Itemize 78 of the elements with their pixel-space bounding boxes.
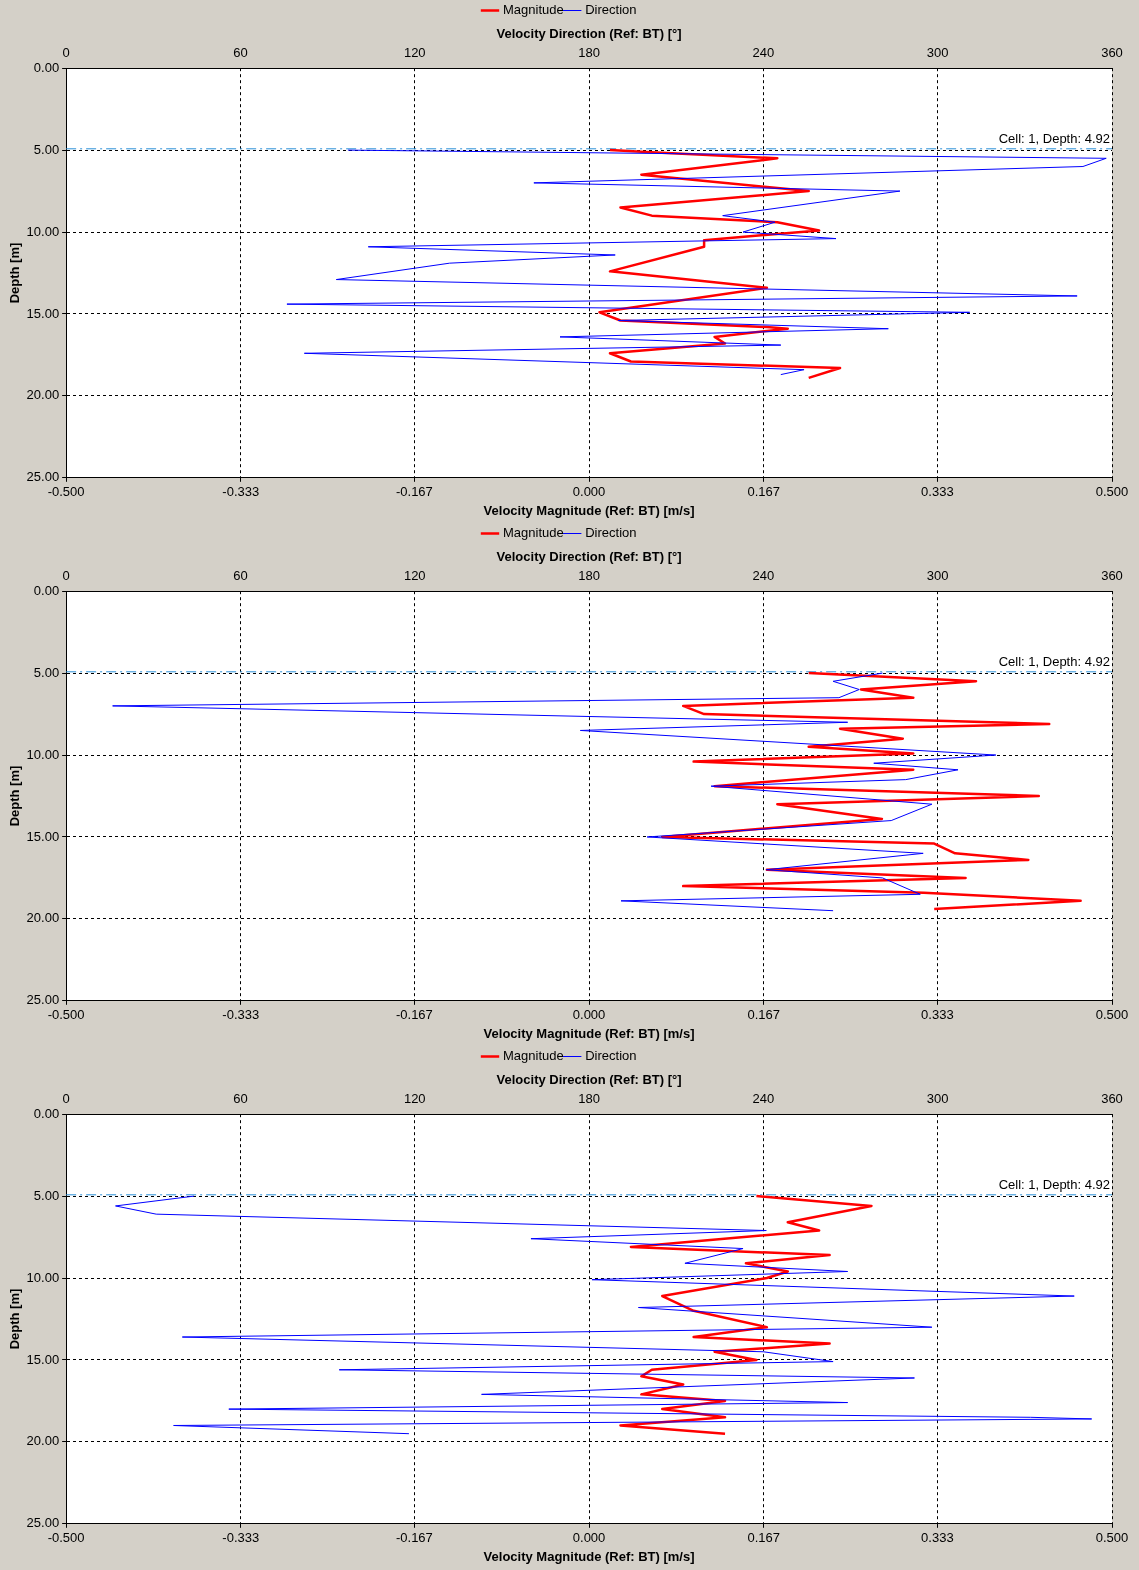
- x2-axis-title: Velocity Direction (Ref: BT) [°]: [496, 26, 682, 42]
- x2-tick-label: 300: [926, 44, 949, 60]
- y-tick-label: 15.00: [26, 305, 60, 321]
- y-tick-label: 25.00: [26, 469, 60, 485]
- x-tick-label: -0.333: [222, 1530, 260, 1546]
- x2-tick-label: 300: [926, 1090, 949, 1106]
- x2-tick-label: 180: [578, 1090, 600, 1106]
- x-tick-label: -0.333: [222, 1007, 260, 1023]
- x-axis-title: Velocity Magnitude (Ref: BT) [m/s]: [483, 502, 695, 518]
- x2-tick-label: 120: [403, 567, 426, 583]
- x2-tick-label: 0: [62, 44, 70, 60]
- y-tick-label: 10.00: [26, 223, 60, 239]
- x-tick-label: -0.500: [47, 1007, 85, 1023]
- x-tick-label: 0.000: [572, 1007, 606, 1023]
- x-axis-title: Velocity Magnitude (Ref: BT) [m/s]: [483, 1548, 695, 1564]
- y-axis-title: Depth [m]: [7, 242, 23, 304]
- y-tick-label: 25.00: [26, 992, 60, 1008]
- x2-tick-label: 0: [62, 1090, 70, 1106]
- x2-tick-label: 180: [578, 44, 600, 60]
- ref-line-label: Cell: 1, Depth: 4.92: [998, 1176, 1110, 1192]
- x-tick-label: -0.167: [395, 1007, 433, 1023]
- x2-tick-label: 240: [752, 1090, 775, 1106]
- ref-line-label: Cell: 1, Depth: 4.92: [998, 653, 1110, 669]
- legend-label: Direction: [585, 1048, 637, 1064]
- legend-label: Magnitude: [503, 525, 564, 541]
- x-tick-label: -0.500: [47, 1530, 85, 1546]
- x2-tick-label: 360: [1101, 567, 1123, 583]
- y-tick-label: 0.00: [33, 59, 60, 75]
- x-axis-title: Velocity Magnitude (Ref: BT) [m/s]: [483, 1025, 695, 1041]
- x2-tick-label: 60: [233, 1090, 248, 1106]
- x-tick-label: 0.333: [921, 1007, 954, 1023]
- x-tick-label: 0.500: [1095, 484, 1129, 500]
- x-tick-label: 0.333: [921, 1530, 954, 1546]
- y-tick-label: 15.00: [26, 828, 60, 844]
- x-tick-label: 0.333: [921, 484, 954, 500]
- x2-tick-label: 360: [1101, 44, 1123, 60]
- x2-axis-title: Velocity Direction (Ref: BT) [°]: [496, 549, 682, 565]
- x-tick-label: -0.167: [395, 1530, 433, 1546]
- x2-tick-label: 60: [233, 44, 248, 60]
- x2-tick-label: 300: [926, 567, 949, 583]
- legend-label: Magnitude: [503, 2, 564, 18]
- y-tick-label: 0.00: [33, 1105, 60, 1121]
- x-tick-label: -0.500: [47, 484, 85, 500]
- x2-tick-label: 120: [403, 44, 426, 60]
- y-tick-label: 10.00: [26, 1269, 60, 1285]
- y-tick-label: 20.00: [26, 910, 60, 926]
- x-tick-label: 0.167: [747, 1530, 780, 1546]
- y-tick-label: 5.00: [33, 664, 60, 680]
- x2-tick-label: 240: [752, 567, 775, 583]
- x2-axis-title: Velocity Direction (Ref: BT) [°]: [496, 1072, 682, 1088]
- x-tick-label: 0.500: [1095, 1530, 1129, 1546]
- x2-tick-label: 360: [1101, 1090, 1123, 1106]
- y-tick-label: 0.00: [33, 582, 60, 598]
- x-tick-label: -0.333: [222, 484, 260, 500]
- legend-label: Direction: [585, 525, 637, 541]
- x-tick-label: 0.000: [572, 1530, 606, 1546]
- y-axis-title: Depth [m]: [7, 765, 23, 827]
- ref-line-label: Cell: 1, Depth: 4.92: [998, 130, 1110, 146]
- y-axis-title: Depth [m]: [7, 1288, 23, 1350]
- x2-tick-label: 0: [62, 567, 70, 583]
- x-tick-label: -0.167: [395, 484, 433, 500]
- legend-label: Magnitude: [503, 1048, 564, 1064]
- legend-label: Direction: [585, 2, 637, 18]
- x2-tick-label: 120: [403, 1090, 426, 1106]
- x2-tick-label: 180: [578, 567, 600, 583]
- y-tick-label: 20.00: [26, 1433, 60, 1449]
- x-tick-label: 0.167: [747, 484, 780, 500]
- y-tick-label: 5.00: [33, 1187, 60, 1203]
- x2-tick-label: 240: [752, 44, 775, 60]
- y-tick-label: 25.00: [26, 1515, 60, 1531]
- x-tick-label: 0.167: [747, 1007, 780, 1023]
- y-tick-label: 20.00: [26, 387, 60, 403]
- x-tick-label: 0.000: [572, 484, 606, 500]
- y-tick-label: 5.00: [33, 141, 60, 157]
- x-tick-label: 0.500: [1095, 1007, 1129, 1023]
- y-tick-label: 15.00: [26, 1351, 60, 1367]
- x2-tick-label: 60: [233, 567, 248, 583]
- y-tick-label: 10.00: [26, 746, 60, 762]
